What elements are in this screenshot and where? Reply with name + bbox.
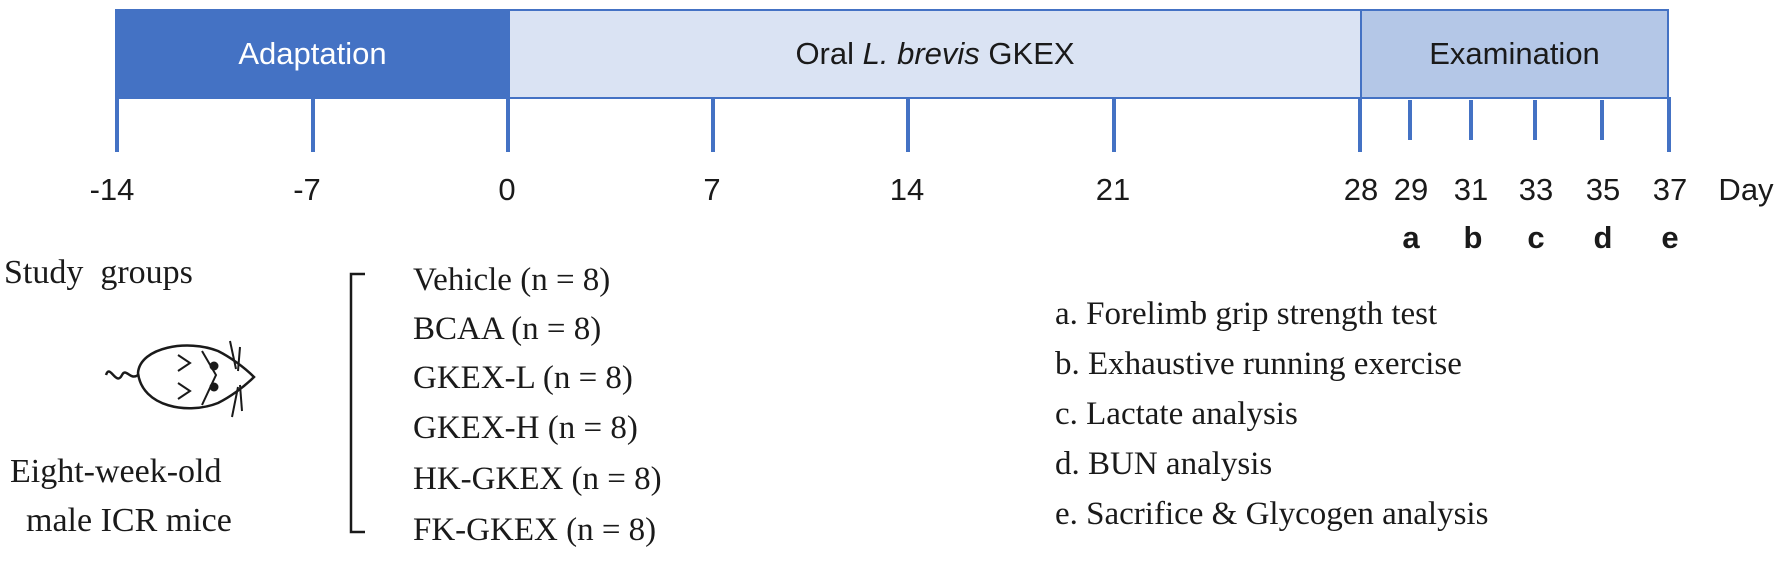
day-label: 14 [889, 172, 925, 207]
tick-day-14 [906, 97, 910, 152]
phase-oral-prefix: Oral [795, 36, 863, 71]
day-label: 37 [1652, 172, 1688, 207]
tick-day-35 [1600, 100, 1604, 140]
exam-step: e. Sacrifice & Glycogen analysis [1055, 496, 1489, 532]
group-item: GKEX-H (n = 8) [413, 410, 638, 446]
tick-day-minus7 [311, 97, 315, 152]
tick-day-minus14 [115, 97, 119, 152]
group-item: FK-GKEX (n = 8) [413, 512, 657, 548]
day-label: -14 [89, 172, 135, 207]
mouse-caption-line2: male ICR mice [26, 502, 232, 539]
exam-letter: a [1402, 220, 1420, 255]
mouse-caption-line1: Eight-week-old [10, 453, 222, 490]
phase-examination: Examination [1360, 9, 1669, 99]
exam-letter: d [1593, 220, 1613, 255]
phase-oral-species: L. brevis [862, 36, 980, 71]
day-label: 33 [1518, 172, 1554, 207]
group-item: Vehicle (n = 8) [413, 262, 611, 298]
day-label: 7 [703, 172, 721, 207]
exam-step: d. BUN analysis [1055, 446, 1273, 482]
study-groups-title: Study groups [4, 254, 193, 291]
phase-oral-treatment: Oral L. brevis GKEX [508, 9, 1362, 99]
tick-day-28 [1358, 97, 1362, 152]
exam-step: a. Forelimb grip strength test [1055, 296, 1438, 332]
tick-day-7 [711, 97, 715, 152]
mouse-icon [104, 340, 256, 418]
day-label: 35 [1585, 172, 1621, 207]
day-label: 21 [1095, 172, 1131, 207]
tick-day-31 [1469, 100, 1473, 140]
phase-oral-suffix: GKEX [979, 36, 1075, 71]
group-item: GKEX-L (n = 8) [413, 360, 633, 396]
day-label: 0 [498, 172, 516, 207]
tick-day-33 [1533, 100, 1537, 140]
day-unit-label: Day [1718, 172, 1774, 207]
phase-adaptation: Adaptation [115, 9, 510, 99]
group-bracket [349, 272, 365, 534]
group-item: BCAA (n = 8) [413, 311, 602, 347]
day-label: 28 [1343, 172, 1379, 207]
tick-day-37 [1667, 97, 1671, 152]
day-label: 31 [1453, 172, 1489, 207]
phase-examination-label: Examination [1429, 36, 1600, 71]
tick-day-21 [1112, 97, 1116, 152]
day-label: -7 [293, 172, 321, 207]
exam-step: b. Exhaustive running exercise [1055, 346, 1462, 382]
day-label: 29 [1393, 172, 1429, 207]
group-item: HK-GKEX (n = 8) [413, 461, 662, 497]
tick-day-29 [1408, 100, 1412, 140]
exam-letter: e [1661, 220, 1679, 255]
exam-letter: c [1527, 220, 1545, 255]
exam-step: c. Lactate analysis [1055, 396, 1298, 432]
exam-letter: b [1463, 220, 1483, 255]
phase-adaptation-label: Adaptation [238, 36, 387, 71]
tick-day-0 [506, 97, 510, 152]
phase-oral-label: Oral L. brevis GKEX [795, 36, 1074, 72]
